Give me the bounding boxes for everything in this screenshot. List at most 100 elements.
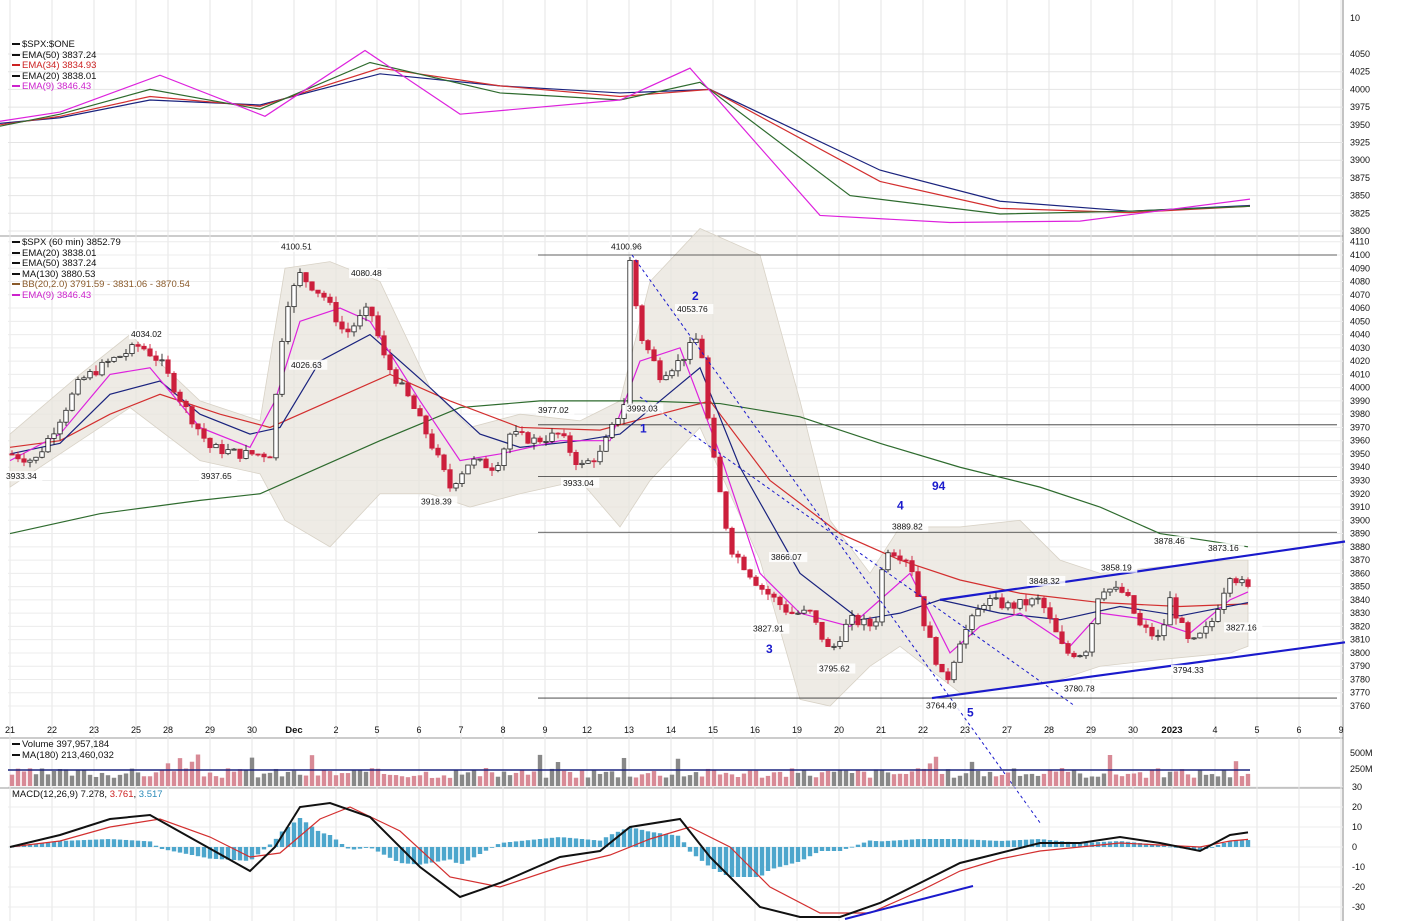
candle-down	[747, 569, 753, 578]
candle-down	[15, 454, 21, 460]
volume-bar	[357, 770, 363, 786]
candle-down	[723, 491, 729, 529]
x-tick-label: 9	[542, 725, 547, 735]
macd-histogram-bar	[135, 840, 141, 847]
legend-main-item-3: MA(130) 3880.53	[12, 269, 190, 281]
x-tick-label: 23	[960, 725, 970, 735]
macd-histogram-bar	[525, 840, 531, 847]
macd-histogram-bar	[1167, 846, 1173, 848]
volume-bar	[903, 773, 909, 786]
candle-up	[951, 661, 957, 681]
candle-up	[843, 623, 849, 642]
price-annotation: 4026.63	[291, 360, 322, 370]
x-tick-label: 5	[374, 725, 379, 735]
volume-bar	[1221, 769, 1227, 786]
candle-up	[609, 423, 615, 438]
ema20-line	[9, 333, 1249, 621]
x-tick-label: 15	[708, 725, 718, 735]
annotation-bg	[349, 268, 388, 279]
macd-histogram-bar	[591, 840, 597, 847]
candle-up	[969, 615, 975, 630]
volume-bar	[177, 758, 183, 786]
volume-bar	[861, 771, 867, 786]
volume-bar	[123, 773, 129, 786]
candle-down	[387, 354, 393, 371]
candle-down	[927, 625, 933, 638]
volume-bar	[1089, 776, 1095, 786]
macd-histogram-bar	[1197, 847, 1203, 851]
macd-histogram-bar	[1029, 839, 1035, 847]
candle-up	[579, 462, 585, 465]
x-tick-label: 14	[666, 725, 676, 735]
macd-histogram-bar	[519, 840, 525, 847]
candle-down	[999, 597, 1005, 609]
candle-down	[207, 437, 213, 449]
macd-histogram-bar	[45, 842, 51, 847]
macd-histogram-bar	[489, 847, 495, 848]
macd-histogram-bar	[477, 847, 483, 854]
volume-bar	[591, 770, 597, 786]
macd-histogram-bar	[633, 828, 639, 847]
x-tick-label: 8	[500, 725, 505, 735]
volume-bar	[393, 775, 399, 786]
volume-bar	[867, 777, 873, 786]
candle-up	[975, 608, 981, 617]
candle-up	[99, 361, 105, 376]
candle-up	[957, 643, 963, 663]
top-line-EMA(34)	[0, 67, 1251, 214]
candle-up	[279, 340, 285, 395]
annotation-bg	[1099, 562, 1138, 573]
candle-down	[9, 453, 15, 456]
volume-bar	[765, 775, 771, 786]
volume-bar	[459, 774, 465, 786]
y-tick-macd: 20	[1352, 802, 1362, 812]
legend-top-item-2: EMA(34) 3834.93	[12, 60, 96, 72]
volume-bar	[315, 775, 321, 786]
macd-histogram-bar	[1017, 840, 1023, 847]
macd-histogram-bar	[861, 842, 867, 847]
volume-bar	[1041, 773, 1047, 786]
x-tick-label: 27	[1002, 725, 1012, 735]
candle-down	[321, 292, 327, 298]
macd-histogram-bar	[303, 822, 309, 847]
candle-up	[27, 459, 33, 463]
candle-down	[441, 454, 447, 471]
volume-bar	[1215, 776, 1221, 786]
candle-up	[111, 356, 117, 362]
macd-histogram-bar	[183, 847, 189, 854]
annotation-bg	[4, 471, 43, 482]
candle-down	[867, 618, 873, 627]
candle-down	[711, 417, 717, 458]
candle-up	[873, 621, 879, 627]
candle-up	[285, 306, 291, 342]
volume-bar	[207, 772, 213, 786]
volume-bar	[801, 770, 807, 786]
y-tick-macd: -30	[1352, 902, 1365, 912]
candle-up	[273, 393, 279, 459]
macd-histogram-bar	[111, 839, 117, 847]
macd-histogram-bar	[363, 847, 369, 848]
annotation-bg	[609, 241, 648, 252]
volume-bar	[1161, 777, 1167, 786]
macd-histogram-bar	[981, 840, 987, 847]
candle-up	[1089, 623, 1095, 653]
candle-up	[105, 360, 111, 363]
y-tick-macd: -10	[1352, 862, 1365, 872]
x-tick-label: 30	[1128, 725, 1138, 735]
y-tick-main: 3810	[1350, 635, 1370, 645]
candle-down	[447, 469, 453, 489]
candle-down	[1131, 595, 1137, 614]
macd-histogram-bar	[453, 847, 459, 863]
channel-upper-line	[939, 540, 1346, 601]
candle-down	[93, 371, 99, 376]
macd-histogram-bar	[561, 837, 567, 847]
candle-down	[1149, 626, 1155, 637]
volume-bar	[789, 768, 795, 786]
candle-up	[861, 618, 867, 626]
top-line-EMA(20)	[0, 61, 1251, 215]
y-tick-macd: 30	[1352, 782, 1362, 792]
macd-histogram-bar	[219, 847, 225, 860]
candle-up	[75, 379, 81, 395]
wave-label: 4	[897, 499, 904, 513]
candle-up	[1161, 624, 1167, 637]
